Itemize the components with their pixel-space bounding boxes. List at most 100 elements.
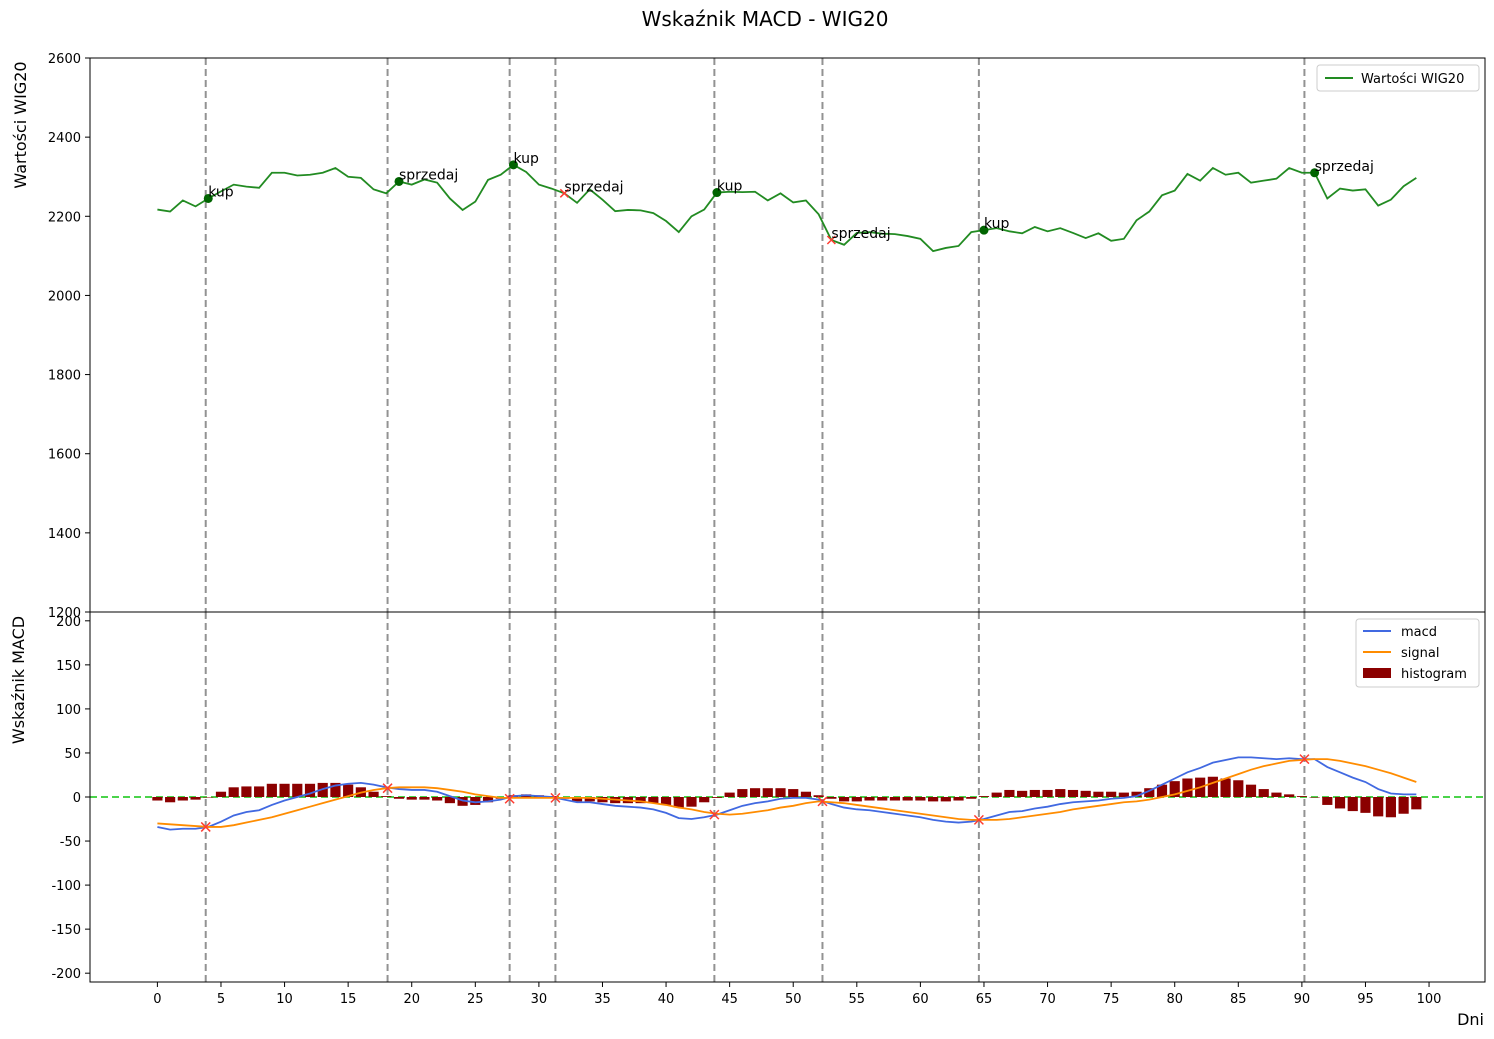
- histogram-bar: [1334, 797, 1346, 809]
- macd-line: [157, 756, 1417, 831]
- cross-point-marker: [550, 792, 561, 803]
- bottom-signal-lines: [204, 612, 1306, 982]
- histogram-bar: [737, 789, 748, 797]
- annotation-label: kup: [208, 184, 234, 200]
- top-annotations: kup sprzedaj kup sprzedaj kup sprzedaj kup sprz…: [203, 151, 1374, 245]
- histogram-bar: [177, 797, 188, 801]
- histogram-bar: [686, 797, 697, 807]
- chart-title: Wskaźnik MACD - WIG20: [642, 7, 889, 31]
- histogram-bar: [711, 797, 723, 798]
- histogram-bar: [749, 788, 761, 797]
- histogram-bar: [1156, 784, 1168, 797]
- histogram-bar: [1055, 789, 1066, 797]
- annotation-label: sprzedaj: [1315, 159, 1374, 175]
- bottom-y-tick-label: 200: [56, 615, 81, 630]
- top-y-tick-label: 1600: [48, 448, 81, 463]
- histogram-bar: [1106, 791, 1117, 797]
- annotation-label: sprzedaj: [564, 179, 623, 195]
- histogram-bar: [368, 791, 379, 797]
- x-tick-label: 50: [785, 992, 802, 1007]
- histogram-bar: [470, 797, 481, 805]
- histogram-bar: [1004, 789, 1015, 797]
- annotation-marker-dot: [712, 188, 722, 198]
- x-tick-label: 65: [976, 992, 993, 1007]
- x-tick-label: 20: [403, 992, 420, 1007]
- histogram-bar: [1411, 797, 1422, 810]
- cross-point-marker: [709, 809, 720, 820]
- histogram-bar: [292, 783, 303, 797]
- top-y-tick-label: 2200: [48, 210, 81, 225]
- cross-point-marker: [504, 793, 515, 804]
- top-y-label: Wartości WIG20: [11, 61, 30, 188]
- histogram-bar: [190, 797, 201, 800]
- histogram-bar: [788, 789, 799, 797]
- annotation-marker-dot: [508, 160, 518, 170]
- histogram-bar: [254, 786, 265, 797]
- x-axis: 0 5 10 15 20 25 30 35 40 45 50 55 60 65 70 75 80 85 90 95 10…: [153, 982, 1441, 1007]
- histogram-bar: [1093, 791, 1104, 797]
- histogram-bar: [482, 797, 494, 803]
- cross-point-marker: [1299, 754, 1310, 765]
- histogram-bar: [584, 797, 595, 802]
- histogram-bar: [1258, 789, 1269, 797]
- histogram-bar: [724, 792, 735, 797]
- histogram-bar: [889, 797, 901, 801]
- histogram-bar: [393, 797, 405, 799]
- bottom-y-tick-label: 0: [73, 791, 81, 806]
- x-tick-label: 15: [340, 992, 357, 1007]
- histogram-bar: [966, 797, 977, 799]
- bottom-y-tick-label: -200: [51, 967, 81, 982]
- histogram-bar: [432, 797, 443, 801]
- histogram-bar: [406, 797, 417, 800]
- histogram-bar: [1347, 797, 1358, 812]
- histogram-bar: [1360, 797, 1371, 813]
- histogram-bar: [1207, 776, 1218, 797]
- x-tick-label: 5: [217, 992, 225, 1007]
- histogram-bar: [1322, 797, 1333, 805]
- top-y-tick-label: 1400: [48, 527, 81, 542]
- annotation-marker-dot: [203, 193, 213, 203]
- histogram-bar: [775, 788, 786, 797]
- x-tick-label: 75: [1103, 992, 1120, 1007]
- histogram-bar: [660, 797, 672, 805]
- bottom-y-axis: -200 -150 -100 -50 0 50 100 150 200: [51, 615, 90, 982]
- annotation-label: kup: [984, 216, 1010, 232]
- histogram-bar: [864, 797, 875, 801]
- top-series: [157, 163, 1417, 253]
- top-panel-frame: [89, 57, 1486, 613]
- histogram-bar: [800, 791, 812, 797]
- histogram-bar: [1080, 790, 1091, 797]
- histogram-bar: [877, 797, 888, 801]
- histogram-bar: [1042, 789, 1053, 797]
- histogram-bar: [1017, 790, 1028, 797]
- histogram-bar: [1067, 789, 1079, 797]
- histogram-bar: [813, 795, 824, 797]
- annotation-label: kup: [717, 179, 743, 195]
- histogram-bar: [1182, 778, 1193, 797]
- histogram-bar: [1284, 794, 1295, 797]
- histogram-bar: [203, 797, 214, 798]
- histogram-bar: [419, 797, 430, 800]
- annotation-label: sprzedaj: [399, 167, 458, 183]
- top-y-tick-label: 2600: [48, 52, 81, 67]
- x-tick-label: 25: [467, 992, 484, 1007]
- histogram-bar: [228, 787, 239, 797]
- histogram-bar: [330, 782, 341, 797]
- histogram-bar: [1271, 792, 1282, 797]
- histogram-bar: [1245, 784, 1257, 797]
- cross-point-marker: [382, 783, 393, 794]
- histogram-bar: [635, 797, 646, 804]
- annotation-marker-x: [826, 235, 836, 245]
- x-tick-label: 100: [1417, 992, 1442, 1007]
- histogram-bar: [1118, 792, 1129, 797]
- x-tick-label: 30: [531, 992, 548, 1007]
- histogram-bar: [279, 783, 290, 797]
- top-y-tick-label: 1200: [48, 606, 81, 621]
- histogram-bar: [241, 786, 252, 797]
- histogram-bar: [1385, 797, 1396, 818]
- histogram-bar: [699, 797, 710, 803]
- cross-point-marker: [973, 814, 984, 825]
- histogram-bar: [648, 797, 659, 804]
- histogram-bar: [762, 788, 773, 797]
- histogram-bar: [928, 797, 939, 802]
